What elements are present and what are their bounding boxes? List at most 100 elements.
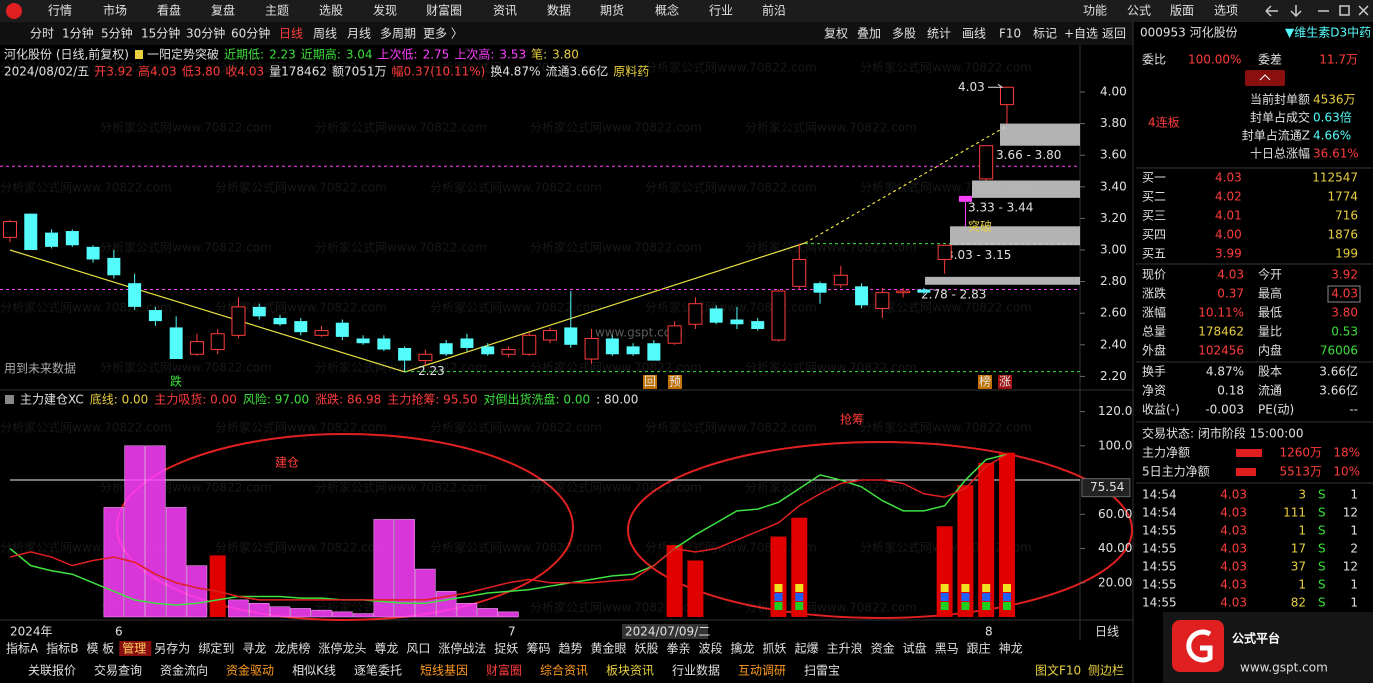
bottom-tab[interactable]: 互动调研 — [738, 664, 786, 678]
indicator-tab[interactable]: 起爆 — [795, 642, 819, 656]
indicator-tab[interactable]: 管理 — [122, 641, 146, 656]
indicator-tab[interactable]: 寻龙 — [242, 642, 266, 656]
indicator-tab[interactable]: 黑马 — [935, 642, 959, 656]
indicator-tab[interactable]: 模 板 — [86, 642, 114, 656]
period-tab[interactable]: 日线 — [279, 27, 303, 41]
bottom-tab[interactable]: 相似K线 — [292, 664, 336, 678]
indicator-tab[interactable]: 拳亲 — [667, 641, 691, 656]
bottom-tab[interactable]: 短线基因 — [420, 664, 468, 678]
indicator-tab[interactable]: 擒龙 — [731, 641, 755, 656]
menu-item[interactable]: 选股 — [319, 4, 343, 18]
menu-item[interactable]: 选项 — [1214, 4, 1238, 18]
tool-button[interactable]: 返回 — [1102, 27, 1126, 41]
bottom-tab[interactable]: 逐笔委托 — [354, 663, 402, 678]
indicator-tab[interactable]: 黄金眼 — [590, 641, 626, 656]
menu-item[interactable]: 功能 — [1083, 4, 1107, 18]
indicator-tab[interactable]: 资金 — [871, 641, 895, 656]
indicator-tab[interactable]: 跟庄 — [967, 641, 991, 656]
tool-button[interactable]: 画线 — [962, 27, 986, 41]
indicator-tab[interactable]: 波段 — [699, 641, 723, 656]
tab-highlight — [119, 641, 152, 656]
menu-item[interactable]: 发现 — [373, 3, 397, 18]
indicator-tab[interactable]: 涨停龙头 — [318, 641, 366, 656]
period-tab[interactable]: 多周期 — [380, 27, 416, 41]
indicator-tab[interactable]: 风口 — [406, 642, 430, 656]
bottom-tab[interactable]: 综合资讯 — [540, 663, 588, 678]
period-tab[interactable]: 分时 — [30, 27, 54, 41]
x-tick-label: 6 — [115, 625, 123, 639]
tool-button[interactable]: 统计 — [927, 27, 951, 41]
tool-button[interactable]: 标记 — [1033, 27, 1057, 41]
indicator-tab[interactable]: 绑定到 — [198, 641, 234, 656]
menu-item[interactable]: 公式 — [1127, 4, 1151, 18]
menu-item[interactable]: 数据 — [547, 3, 571, 18]
indicator-tab[interactable]: 尊龙 — [374, 641, 398, 656]
bottom-tab[interactable]: 扫雷宝 — [804, 664, 840, 678]
bottom-tab[interactable]: 资金流向 — [160, 663, 208, 678]
indicator-tab[interactable]: 捉妖 — [494, 641, 518, 656]
stat-value: 4.03 — [1217, 268, 1244, 282]
period-tab[interactable]: 周线 — [313, 27, 337, 41]
indicator-tab[interactable]: 妖股 — [634, 642, 658, 656]
candle-body — [481, 346, 495, 355]
period-tab[interactable]: 更多 〉 — [423, 27, 463, 41]
bottom-tab[interactable]: 行业数据 — [672, 663, 720, 678]
indicator-tab[interactable]: 抓妖 — [763, 642, 787, 656]
trade-count: 1 — [1350, 596, 1358, 610]
trade-side: S — [1318, 524, 1326, 538]
bottom-tab[interactable]: 关联报价 — [28, 663, 76, 678]
candle-body — [3, 221, 17, 238]
bottom-tab[interactable]: 交易查询 — [94, 663, 142, 678]
menu-item[interactable]: 市场 — [103, 3, 127, 18]
tool-button[interactable]: +自选 — [1064, 27, 1098, 41]
period-tab[interactable]: 5分钟 — [101, 26, 133, 41]
tool-button[interactable]: 多股 — [892, 27, 916, 41]
watermark: 分析家公式网www.70822.com — [215, 180, 387, 195]
indicator-tab[interactable]: 趋势 — [558, 642, 582, 656]
indicator-tab[interactable]: 指标B — [46, 641, 78, 656]
indicator-tab[interactable]: 神龙 — [999, 642, 1023, 656]
expand-button[interactable] — [1245, 70, 1285, 86]
bottom-tab[interactable]: 图文F10 — [1035, 663, 1081, 678]
menu-item[interactable]: 看盘 — [157, 3, 181, 18]
menu-item[interactable]: 复盘 — [211, 3, 235, 18]
period-tab[interactable]: 1分钟 — [62, 26, 94, 41]
period-tab[interactable]: 60分钟 — [231, 26, 270, 41]
bottom-tab[interactable]: 财富圈 — [486, 663, 522, 678]
indicator-legend: 风险: 97.00 — [243, 392, 309, 407]
period-tab[interactable]: 15分钟 — [141, 26, 180, 41]
indicator-tab[interactable]: 主升浪 — [827, 641, 863, 656]
period-tab[interactable]: 月线 — [347, 27, 371, 41]
menu-item[interactable]: 概念 — [655, 3, 679, 18]
menu-item[interactable]: 版面 — [1170, 4, 1194, 18]
menu-item[interactable]: 资讯 — [493, 4, 517, 18]
period-tab[interactable]: 30分钟 — [186, 26, 225, 41]
menu-item[interactable]: 前沿 — [762, 3, 786, 18]
indicator-tab[interactable]: 龙虎榜 — [274, 641, 310, 656]
candle-body — [792, 258, 807, 287]
trade-volume: 17 — [1291, 542, 1306, 556]
info-value: 3.53 — [499, 48, 526, 62]
close-icon[interactable] — [1358, 5, 1369, 16]
indicator-tab[interactable]: 试盘 — [903, 641, 927, 656]
candle-body — [605, 338, 619, 355]
restore-icon[interactable] — [1339, 5, 1350, 16]
back-icon[interactable] — [1265, 5, 1278, 17]
tool-button[interactable]: 叠加 — [857, 27, 881, 41]
menu-item[interactable]: 行情 — [48, 4, 72, 18]
indicator-tab[interactable]: 筹码 — [526, 642, 550, 656]
candle-body — [148, 310, 162, 322]
menu-item[interactable]: 行业 — [709, 4, 733, 18]
indicator-tab[interactable]: 另存为 — [154, 642, 190, 656]
tool-button[interactable]: 复权 — [824, 27, 848, 41]
menu-item[interactable]: 主题 — [265, 4, 289, 18]
menu-item[interactable]: 财富圈 — [426, 3, 462, 18]
bottom-tab[interactable]: 板块资讯 — [606, 664, 654, 678]
bottom-tab[interactable]: 侧边栏 — [1088, 663, 1124, 678]
down-icon[interactable] — [1290, 5, 1302, 18]
bottom-tab[interactable]: 资金驱动 — [226, 663, 274, 678]
indicator-tab[interactable]: 涨停战法 — [438, 641, 486, 656]
tool-button[interactable]: F10 — [999, 27, 1021, 41]
menu-item[interactable]: 期货 — [600, 3, 624, 18]
indicator-tab[interactable]: 指标A — [6, 641, 39, 656]
